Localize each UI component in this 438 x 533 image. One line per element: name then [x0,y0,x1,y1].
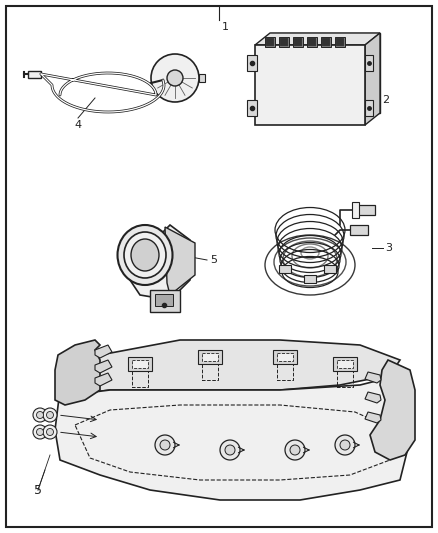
Polygon shape [365,392,381,403]
Bar [352,202,359,218]
Bar [199,74,205,82]
Circle shape [36,411,43,418]
Bar [324,265,336,273]
Bar [277,353,293,361]
Circle shape [151,54,199,102]
Bar [308,38,316,46]
Bar [273,350,297,364]
Text: 5: 5 [34,483,42,497]
Bar [321,37,331,47]
Polygon shape [255,33,380,45]
Bar [266,38,274,46]
Polygon shape [95,345,112,358]
Bar [333,357,357,371]
Polygon shape [165,227,195,295]
Polygon shape [365,372,381,383]
Text: 4: 4 [74,120,81,130]
Polygon shape [130,225,190,300]
Circle shape [340,440,350,450]
Text: 5: 5 [210,255,217,265]
Bar [150,290,180,312]
Bar [365,100,373,116]
Circle shape [43,425,57,439]
Circle shape [167,70,183,86]
Text: 2: 2 [382,95,389,105]
Bar [265,37,275,47]
Ellipse shape [117,225,173,285]
Bar [365,55,373,71]
Bar [335,37,345,47]
Bar [128,357,152,371]
Polygon shape [55,340,100,405]
Circle shape [43,408,57,422]
Bar [132,360,148,368]
Circle shape [46,429,53,435]
Bar [304,275,316,283]
Bar [350,225,368,235]
Bar [155,294,173,306]
Circle shape [46,411,53,418]
Polygon shape [365,412,381,423]
Circle shape [155,435,175,455]
Bar [247,55,257,71]
Bar [202,353,218,361]
Bar [198,350,222,364]
Circle shape [225,445,235,455]
Bar [28,71,41,78]
Polygon shape [55,375,410,500]
Circle shape [285,440,305,460]
Bar [322,38,330,46]
Bar [307,37,317,47]
Circle shape [335,435,355,455]
Bar [293,37,303,47]
Polygon shape [365,33,380,125]
Circle shape [33,408,47,422]
Bar [279,265,291,273]
Text: 3: 3 [385,243,392,253]
Text: 1: 1 [222,22,229,32]
Polygon shape [370,360,415,460]
Circle shape [290,445,300,455]
Bar [336,38,344,46]
Bar [255,45,365,125]
Bar [294,38,302,46]
Bar [280,38,288,46]
Circle shape [33,425,47,439]
Circle shape [36,429,43,435]
Ellipse shape [131,239,159,271]
Bar [247,100,257,116]
Bar [279,37,289,47]
Circle shape [220,440,240,460]
Polygon shape [95,360,112,373]
Polygon shape [95,373,112,386]
Circle shape [160,440,170,450]
Polygon shape [60,340,400,395]
Bar [355,205,375,215]
Bar [337,360,353,368]
Polygon shape [270,33,380,113]
Ellipse shape [124,232,166,278]
